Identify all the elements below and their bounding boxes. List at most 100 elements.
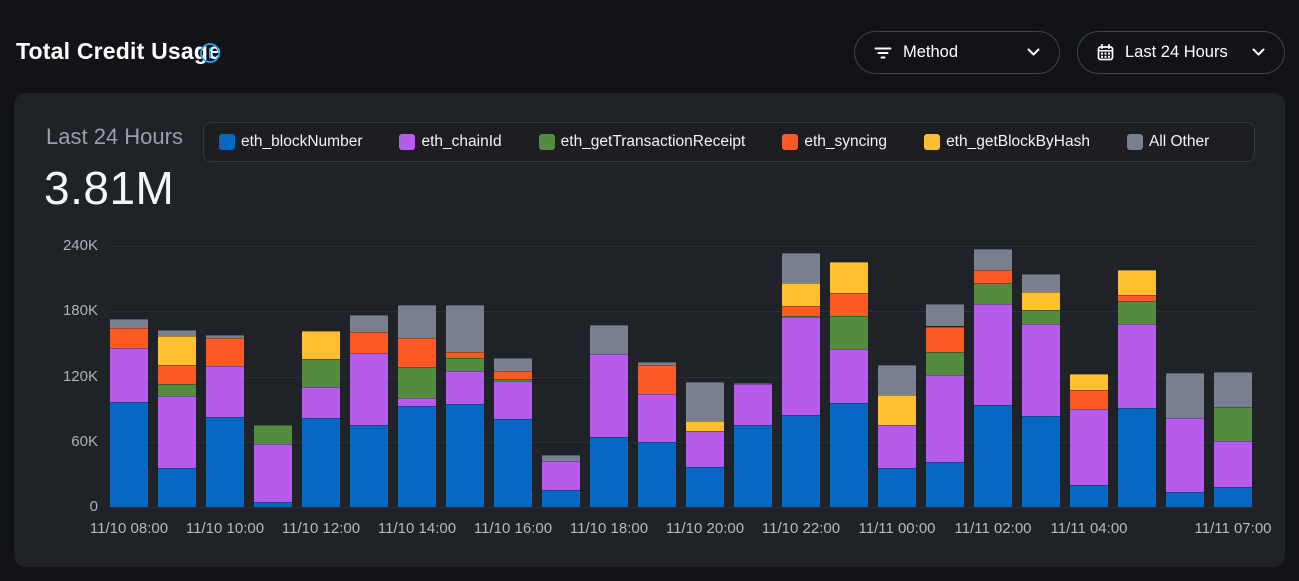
bar-segment-eth_getTransactionReceipt[interactable] [1214,406,1252,441]
bar-segment-eth_syncing[interactable] [110,327,148,349]
bar-segment-All-Other[interactable] [782,252,820,283]
legend-item-eth_chainId[interactable]: eth_chainId [399,133,502,151]
bar-segment-eth_getTransactionReceipt[interactable] [782,315,820,317]
bar-segment-eth_getBlockByHash[interactable] [1118,269,1156,295]
bar-segment-eth_chainId[interactable] [1022,324,1060,416]
bar-segment-eth_blockNumber[interactable] [398,405,436,507]
bar-stack[interactable] [1070,246,1108,507]
bar-stack[interactable] [926,246,964,507]
bar-stack[interactable] [494,246,532,507]
bar-segment-All-Other[interactable] [1166,373,1204,418]
bar-segment-eth_chainId[interactable] [494,380,532,419]
bar-segment-eth_blockNumber[interactable] [1070,485,1108,507]
bar-segment-eth_syncing[interactable] [494,371,532,379]
bar-segment-eth_chainId[interactable] [350,352,388,426]
bar-segment-eth_chainId[interactable] [926,375,964,463]
bar-segment-eth_blockNumber[interactable] [1166,491,1204,507]
bar-stack[interactable] [350,246,388,507]
bar-segment-eth_blockNumber[interactable] [926,462,964,507]
bar-stack[interactable] [1022,246,1060,507]
bar-stack[interactable] [734,246,772,507]
bar-segment-eth_getTransactionReceipt[interactable] [254,425,292,444]
bar-stack[interactable] [254,246,292,507]
bar-segment-eth_syncing[interactable] [206,338,244,366]
bar-segment-eth_chainId[interactable] [974,303,1012,405]
bar-segment-eth_chainId[interactable] [1070,409,1108,486]
bar-stack[interactable] [302,246,340,507]
bar-segment-eth_syncing[interactable] [350,331,388,353]
legend-item-All-Other[interactable]: All Other [1126,133,1209,151]
bar-segment-All-Other[interactable] [926,303,964,327]
bar-segment-eth_getTransactionReceipt[interactable] [1118,301,1156,325]
bar-segment-eth_blockNumber[interactable] [638,441,676,507]
bar-segment-eth_getTransactionReceipt[interactable] [302,359,340,388]
bar-segment-eth_blockNumber[interactable] [542,489,580,507]
bar-stack[interactable] [1118,246,1156,507]
bar-segment-eth_blockNumber[interactable] [782,414,820,507]
bar-segment-eth_syncing[interactable] [974,269,1012,283]
bar-segment-All-Other[interactable] [158,329,196,337]
bar-segment-eth_blockNumber[interactable] [830,402,868,507]
bar-segment-eth_getBlockByHash[interactable] [1022,291,1060,311]
bar-segment-eth_syncing[interactable] [926,326,964,352]
bar-segment-All-Other[interactable] [878,364,916,395]
legend-item-eth_getBlockByHash[interactable]: eth_getBlockByHash [924,133,1090,151]
bar-segment-eth_getTransactionReceipt[interactable] [1022,310,1060,325]
bar-segment-eth_blockNumber[interactable] [446,403,484,507]
bar-segment-eth_chainId[interactable] [590,353,628,438]
bar-segment-eth_blockNumber[interactable] [1118,408,1156,507]
bar-segment-eth_getBlockByHash[interactable] [782,282,820,306]
bar-stack[interactable] [782,246,820,507]
bar-segment-eth_syncing[interactable] [1118,294,1156,302]
bar-segment-eth_blockNumber[interactable] [734,425,772,507]
bar-segment-eth_getBlockByHash[interactable] [830,262,868,293]
bar-stack[interactable] [686,246,724,507]
bar-segment-eth_syncing[interactable] [398,338,436,367]
bar-segment-All-Other[interactable] [590,325,628,354]
bar-segment-eth_blockNumber[interactable] [974,404,1012,507]
bar-stack[interactable] [830,246,868,507]
bar-segment-All-Other[interactable] [494,358,532,372]
bar-segment-eth_chainId[interactable] [830,349,868,403]
legend-item-eth_blockNumber[interactable]: eth_blockNumber [219,133,362,151]
bar-segment-eth_chainId[interactable] [638,393,676,442]
bar-segment-eth_chainId[interactable] [782,316,820,415]
bar-segment-eth_syncing[interactable] [158,364,196,385]
bar-segment-eth_chainId[interactable] [158,396,196,468]
bar-segment-eth_chainId[interactable] [302,387,340,418]
bar-segment-eth_blockNumber[interactable] [206,416,244,507]
bar-segment-All-Other[interactable] [206,335,244,339]
bar-segment-eth_blockNumber[interactable] [494,418,532,507]
bar-segment-eth_blockNumber[interactable] [1022,415,1060,507]
bar-stack[interactable] [110,246,148,507]
bar-stack[interactable] [1166,246,1204,507]
bar-segment-eth_blockNumber[interactable] [254,501,292,507]
bar-segment-All-Other[interactable] [638,362,676,365]
bar-segment-All-Other[interactable] [686,381,724,422]
bar-segment-eth_chainId[interactable] [206,365,244,417]
bar-segment-eth_chainId[interactable] [254,443,292,502]
bar-segment-eth_blockNumber[interactable] [1214,487,1252,507]
bar-segment-eth_blockNumber[interactable] [878,467,916,507]
bar-stack[interactable] [206,246,244,507]
bar-segment-eth_chainId[interactable] [446,371,484,404]
bar-segment-All-Other[interactable] [1022,274,1060,292]
bar-segment-eth_syncing[interactable] [1070,389,1108,410]
bar-segment-eth_syncing[interactable] [782,305,820,316]
legend-item-eth_getTransactionReceipt[interactable]: eth_getTransactionReceipt [538,133,745,151]
bar-stack[interactable] [878,246,916,507]
bar-segment-eth_chainId[interactable] [110,348,148,402]
legend-item-eth_syncing[interactable]: eth_syncing [782,133,887,151]
bar-stack[interactable] [974,246,1012,507]
bar-stack[interactable] [542,246,580,507]
bar-stack[interactable] [158,246,196,507]
bar-stack[interactable] [398,246,436,507]
bar-segment-eth_chainId[interactable] [686,430,724,467]
bar-segment-eth_syncing[interactable] [446,351,484,359]
bar-segment-eth_getTransactionReceipt[interactable] [926,351,964,376]
bar-segment-eth_getTransactionReceipt[interactable] [734,383,772,385]
bar-segment-eth_chainId[interactable] [734,384,772,426]
time-range-button[interactable]: Last 24 Hours [1077,31,1285,74]
bar-segment-eth_getTransactionReceipt[interactable] [446,358,484,372]
bar-segment-eth_getTransactionReceipt[interactable] [494,378,532,381]
